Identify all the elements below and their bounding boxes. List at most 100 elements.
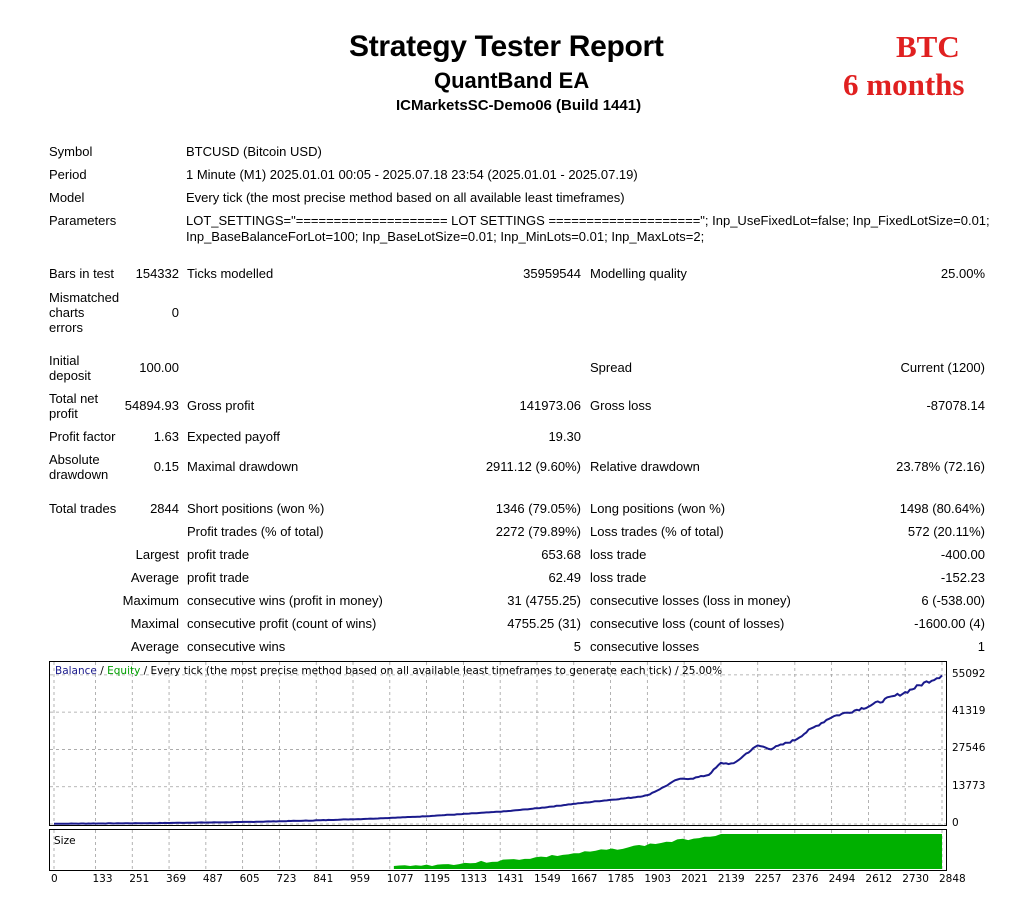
maximal-consec-profit-value: 4755.25 (31) <box>507 616 581 631</box>
largest-loss-value: -400.00 <box>940 547 985 562</box>
long-label: Long positions (won %) <box>590 501 726 516</box>
mismatch-label-2: charts <box>49 305 85 320</box>
loss-trades-value: 572 (20.11%) <box>907 524 985 539</box>
deposit-value: 100.00 <box>139 360 179 375</box>
x-tick-label: 2376 <box>791 873 819 885</box>
x-tick-label: 251 <box>129 873 150 885</box>
loss-trades-label: Loss trades (% of total) <box>590 524 724 539</box>
x-tick-label: 1549 <box>533 873 561 885</box>
legend-description: / Every tick (the most precise method ba… <box>140 665 723 677</box>
maximum-label: Maximum <box>122 593 179 608</box>
netprofit-label-1: Total net <box>49 391 99 406</box>
bars-value: 154332 <box>135 266 179 281</box>
average-loss-label: loss trade <box>590 570 647 585</box>
largest-loss-label: loss trade <box>590 547 647 562</box>
quality-label: Modelling quality <box>590 266 687 281</box>
max-consec-losses-label: consecutive losses (loss in money) <box>590 593 791 608</box>
long-value: 1498 (80.64%) <box>899 501 985 516</box>
x-tick-label: 2848 <box>939 873 966 885</box>
short-value: 1346 (79.05%) <box>495 501 581 516</box>
average-label: Average <box>130 570 179 585</box>
largest-profit-label: profit trade <box>187 547 250 562</box>
deposit-label-1: Initial <box>49 353 80 368</box>
x-tick-label: 2021 <box>681 873 708 885</box>
server-build: ICMarketsSC-Demo06 (Build 1441) <box>396 97 642 114</box>
maximal-label: Maximal <box>130 616 179 631</box>
balance-chart-plot <box>50 662 946 825</box>
average-profit-label: profit trade <box>187 570 250 585</box>
ticks-value: 35959544 <box>523 266 581 281</box>
gross-loss-label: Gross loss <box>590 398 652 413</box>
gross-profit-value: 141973.06 <box>519 398 581 413</box>
reldd-value: 23.78% (72.16) <box>896 459 985 474</box>
size-panel: Size <box>49 829 947 871</box>
bars-label: Bars in test <box>49 266 115 281</box>
size-panel-plot <box>53 830 943 870</box>
tag-duration: 6 months <box>843 67 965 102</box>
quality-value: 25.00% <box>940 266 985 281</box>
absdd-value: 0.15 <box>153 459 179 474</box>
size-label: Size <box>54 835 76 847</box>
short-label: Short positions (won %) <box>187 501 325 516</box>
report-title: Strategy Tester Report <box>349 30 664 63</box>
maximal-consec-profit-label: consecutive profit (count of wins) <box>187 616 377 631</box>
maxdd-label: Maximal drawdown <box>187 459 299 474</box>
max-consec-losses-value: 6 (-538.00) <box>921 593 985 608</box>
largest-profit-value: 653.68 <box>541 547 581 562</box>
x-tick-label: 2730 <box>902 873 929 885</box>
avg-consec-wins-label: consecutive wins <box>187 639 286 654</box>
max-consec-wins-label: consecutive wins (profit in money) <box>187 593 383 608</box>
x-tick-label: 959 <box>350 873 371 885</box>
ticks-label: Ticks modelled <box>187 266 274 281</box>
avg-consec-wins-value: 5 <box>573 639 581 654</box>
x-tick-label: 1431 <box>497 873 524 885</box>
mismatch-label-3: errors <box>49 320 83 335</box>
x-tick-label: 1667 <box>570 873 598 885</box>
legend-equity: Equity <box>107 665 141 677</box>
balance-chart: Balance / Equity / Every tick (the most … <box>49 661 947 826</box>
parameters-value-line2: Inp_BaseBalanceForLot=100; Inp_BaseLotSi… <box>186 229 705 244</box>
x-tick-label: 2612 <box>865 873 893 885</box>
x-tick-label: 841 <box>313 873 334 885</box>
profit-trades-value: 2272 (79.89%) <box>495 524 581 539</box>
x-tick-label: 0 <box>51 873 58 885</box>
x-tick-label: 1195 <box>423 873 451 885</box>
x-tick-label: 2257 <box>754 873 782 885</box>
y-tick-label: 27546 <box>952 742 986 755</box>
spread-value: Current (1200) <box>900 360 985 375</box>
legend-sep: / <box>96 665 108 677</box>
maxdd-value: 2911.12 (9.60%) <box>485 459 581 474</box>
mismatch-label-1: Mismatched <box>49 290 120 305</box>
balance-series-line <box>54 674 943 825</box>
spread-label: Spread <box>590 360 632 375</box>
absdd-label-2: drawdown <box>49 467 109 482</box>
model-value: Every tick (the most precise method base… <box>186 190 625 205</box>
x-tick-label: 2139 <box>717 873 745 885</box>
profit-trades-label: Profit trades (% of total) <box>187 524 324 539</box>
period-value: 1 Minute (M1) 2025.01.01 00:05 - 2025.07… <box>186 167 638 182</box>
netprofit-value: 54894.93 <box>124 398 179 413</box>
absdd-label-1: Absolute <box>49 452 100 467</box>
legend-balance: Balance <box>55 665 97 677</box>
x-tick-label: 2494 <box>828 873 856 885</box>
x-tick-label: 605 <box>239 873 260 885</box>
parameters-label: Parameters <box>49 213 117 228</box>
ea-name: QuantBand EA <box>434 68 590 93</box>
expected-payoff-label: Expected payoff <box>187 429 280 444</box>
profit-factor-value: 1.63 <box>153 429 179 444</box>
expected-payoff-value: 19.30 <box>548 429 581 444</box>
netprofit-label-2: profit <box>49 406 78 421</box>
model-label: Model <box>49 190 85 205</box>
reldd-label: Relative drawdown <box>590 459 700 474</box>
size-series-area <box>393 834 942 869</box>
gross-profit-label: Gross profit <box>187 398 255 413</box>
y-tick-label: 13773 <box>952 779 986 792</box>
x-tick-label: 1903 <box>644 873 672 885</box>
symbol-label: Symbol <box>49 144 93 159</box>
mismatch-value: 0 <box>171 305 179 320</box>
period-label: Period <box>49 167 87 182</box>
chart-legend: Balance / Equity / Every tick (the most … <box>55 665 722 677</box>
y-tick-label: 0 <box>952 817 959 829</box>
maximal-consec-loss-label: consecutive loss (count of losses) <box>590 616 785 631</box>
tag-symbol: BTC <box>896 29 960 64</box>
